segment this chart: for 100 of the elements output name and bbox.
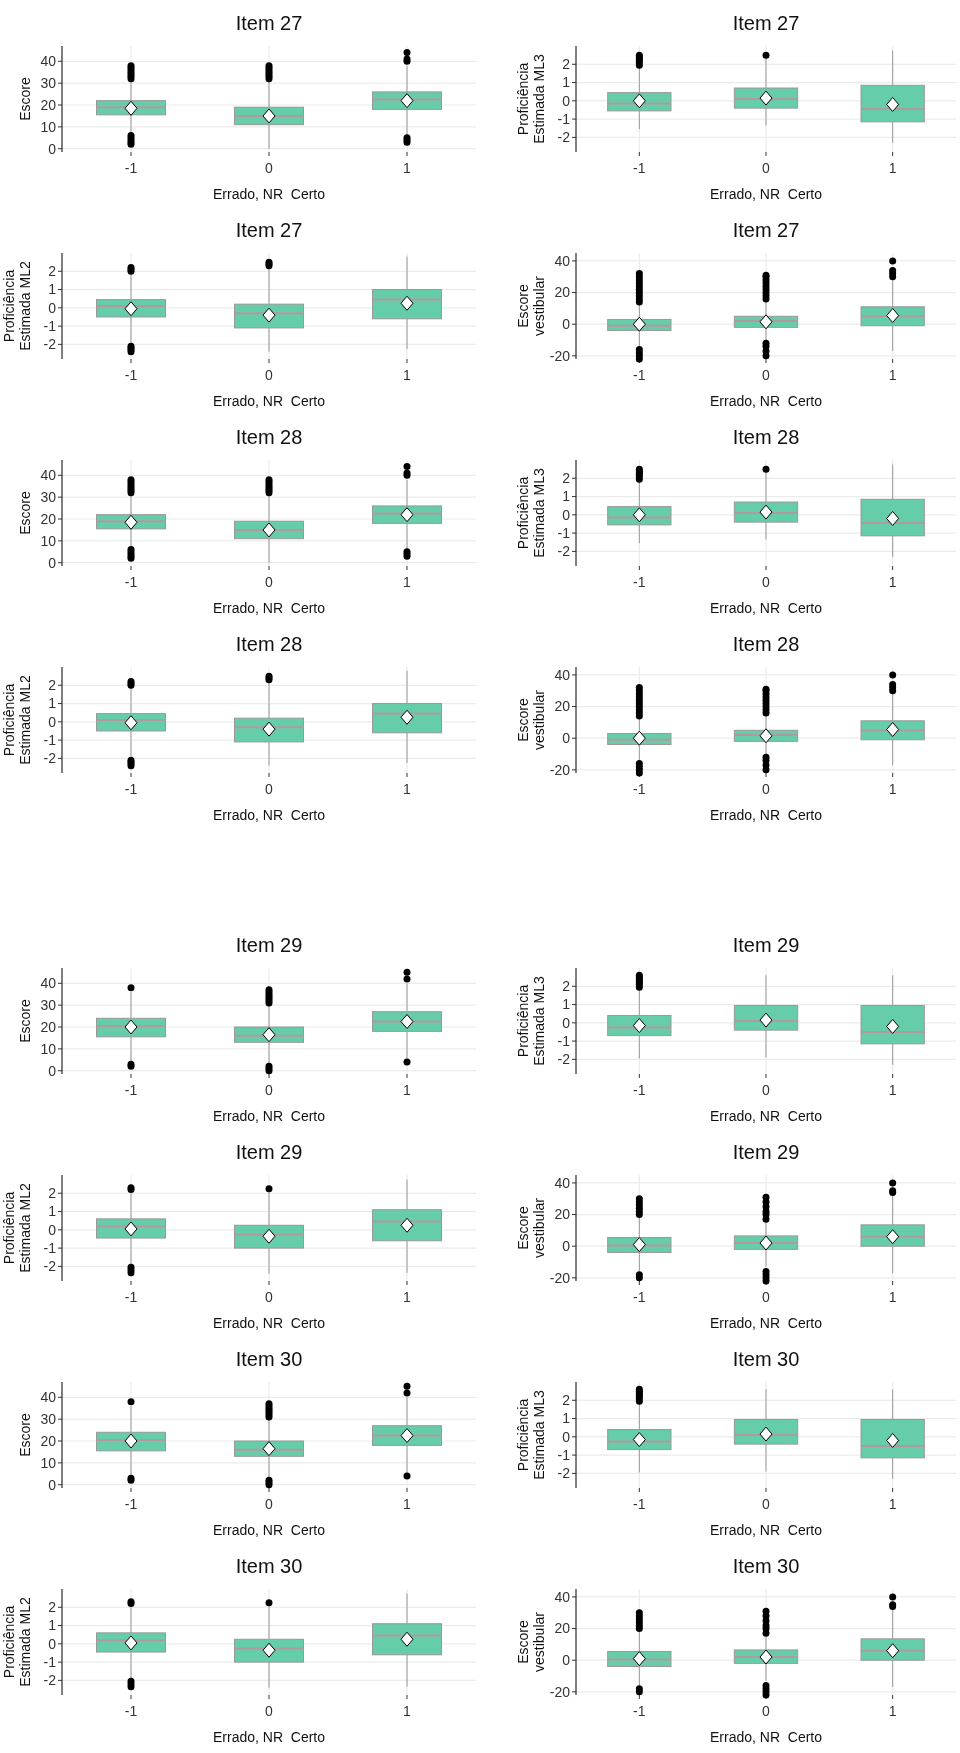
chart-title: Item 30	[732, 1348, 800, 1370]
x-tick-label: 0	[762, 1289, 771, 1305]
y-tick-label: 30	[40, 75, 57, 92]
y-tick-label: 10	[40, 118, 57, 135]
x-tick-label: 0	[762, 781, 771, 797]
chart-title: Item 27	[732, 219, 800, 241]
x-tick-label: 0	[762, 574, 771, 590]
y-tick-label: 0	[48, 140, 57, 157]
y-tick-label: 1	[562, 996, 571, 1013]
chart-title: Item 29	[235, 934, 303, 956]
x-axis-title: Errado, NR Certo	[212, 600, 326, 616]
y-axis-title: Proficiência Estimada ML3	[515, 468, 547, 558]
y-tick-label: -2	[43, 1672, 57, 1689]
y-tick-label: -20	[549, 1683, 571, 1700]
x-tick-label: 1	[888, 1703, 897, 1719]
x-tick-label: 1	[403, 1082, 412, 1098]
x-tick-label: -1	[633, 574, 646, 590]
y-tick-label: 0	[48, 1062, 57, 1079]
x-tick-label: 1	[888, 367, 897, 383]
y-tick-label: 0	[562, 730, 571, 747]
x-tick-label: 0	[762, 1703, 771, 1719]
x-tick-label: -1	[124, 1703, 138, 1719]
x-tick-label: 0	[762, 1496, 771, 1512]
x-tick-label: -1	[124, 367, 138, 383]
x-tick-label: -1	[124, 781, 138, 797]
x-tick-label: 1	[888, 574, 897, 590]
y-axis-title: Escore vestibular	[515, 1197, 547, 1258]
y-tick-label: 2	[562, 56, 571, 73]
x-tick-label: 1	[403, 367, 412, 383]
y-tick-label: -2	[557, 129, 571, 146]
y-axis-title: Escore	[17, 77, 33, 121]
y-axis-title: Escore	[17, 1413, 33, 1457]
y-tick-label: 2	[48, 1599, 57, 1616]
y-tick-label: 2	[48, 1185, 57, 1202]
x-tick-label: 0	[265, 1496, 274, 1512]
x-tick-label: -1	[633, 781, 646, 797]
y-axis-title: Escore vestibular	[515, 275, 547, 336]
y-tick-label: -2	[557, 543, 571, 560]
y-tick-label: 20	[40, 96, 57, 113]
y-tick-label: 20	[554, 698, 571, 715]
x-tick-label: -1	[124, 160, 138, 176]
y-tick-label: 2	[48, 677, 57, 694]
x-axis-title: Errado, NR Certo	[709, 600, 823, 616]
y-tick-label: 40	[554, 252, 571, 269]
y-tick-label: 40	[40, 53, 57, 70]
x-tick-label: 1	[888, 1289, 897, 1305]
x-tick-label: 1	[403, 1289, 412, 1305]
y-tick-label: 20	[40, 510, 57, 527]
y-tick-label: 20	[40, 1432, 57, 1449]
x-axis-title: Errado, NR Certo	[212, 807, 326, 823]
x-tick-label: -1	[633, 1289, 646, 1305]
x-tick-label: 0	[265, 1082, 274, 1098]
y-tick-label: 0	[48, 299, 57, 316]
y-axis-title: Escore	[17, 491, 33, 535]
y-tick-label: -2	[43, 336, 57, 353]
y-tick-label: 0	[562, 1652, 571, 1669]
y-tick-label: 2	[562, 978, 571, 995]
x-axis-title: Errado, NR Certo	[212, 1315, 326, 1331]
x-tick-label: 1	[888, 781, 897, 797]
y-tick-label: 40	[40, 467, 57, 484]
y-tick-label: 40	[554, 1588, 571, 1605]
x-tick-label: 1	[403, 160, 412, 176]
y-tick-label: -20	[549, 1269, 571, 1286]
x-tick-label: 0	[762, 1082, 771, 1098]
y-tick-label: 10	[40, 532, 57, 549]
y-tick-label: -2	[43, 1258, 57, 1275]
x-tick-label: 0	[265, 1289, 274, 1305]
x-tick-label: 1	[403, 781, 412, 797]
chart-title: Item 27	[235, 219, 303, 241]
x-tick-label: 1	[888, 1496, 897, 1512]
y-tick-label: 0	[48, 1476, 57, 1493]
y-tick-label: 20	[554, 1620, 571, 1637]
y-axis-title: Proficiência Estimada ML3	[515, 976, 547, 1066]
y-tick-label: -1	[557, 1447, 571, 1463]
y-tick-label: 1	[562, 488, 571, 505]
y-tick-label: 0	[562, 1014, 571, 1031]
x-axis-title: Errado, NR Certo	[212, 393, 326, 409]
y-tick-label: 0	[48, 713, 57, 730]
y-tick-label: -1	[557, 525, 571, 541]
y-tick-label: 0	[48, 1221, 57, 1238]
y-tick-label: 30	[40, 489, 57, 506]
y-tick-label: 40	[554, 666, 571, 683]
y-tick-label: 0	[562, 92, 571, 109]
chart-title: Item 28	[732, 633, 800, 655]
chart-title: Item 28	[732, 426, 800, 448]
x-tick-label: -1	[633, 1703, 646, 1719]
x-axis-title: Errado, NR Certo	[709, 393, 823, 409]
y-axis-title: Proficiência Estimada ML3	[515, 1390, 547, 1480]
x-tick-label: 0	[762, 160, 771, 176]
chart-title: Item 29	[235, 1141, 303, 1163]
chart-title: Item 30	[235, 1348, 303, 1370]
x-tick-label: -1	[124, 1082, 138, 1098]
y-tick-label: 1	[48, 1203, 57, 1220]
y-tick-label: -1	[43, 732, 57, 748]
chart-title: Item 28	[235, 426, 303, 448]
x-tick-label: -1	[124, 1289, 138, 1305]
chart-title: Item 28	[235, 633, 303, 655]
y-axis-title: Proficiência Estimada ML2	[1, 1183, 33, 1273]
x-axis-title: Errado, NR Certo	[212, 1522, 326, 1538]
y-tick-label: 40	[40, 1389, 57, 1406]
